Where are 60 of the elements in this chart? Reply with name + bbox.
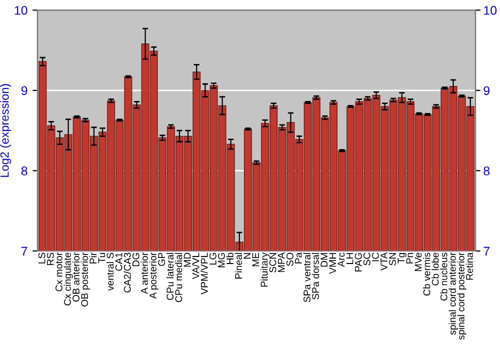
x-tick-label: Pineal [234,252,242,279]
x-tick-label: Tg [398,252,406,264]
x-tick-label: VA/VL [192,252,200,280]
x-tick-label: DG [132,253,140,266]
x-tick-label: Pa [295,252,302,264]
x-tick-label: Cx cingulate [64,252,73,306]
x-tick-label: Arc [338,252,345,267]
x-tick-label: MG [218,253,225,268]
y-tick-label: 8 [21,166,28,176]
x-tick-label: PAG [354,253,362,272]
y-tick-label: 10 [14,6,28,15]
x-tick-label: RS [46,252,54,266]
x-tick-label: Cx motor [55,252,62,292]
x-tick-label: LS [38,252,46,264]
x-tick-label: spinal cord posterior [457,252,466,340]
x-tick-label: IC [372,252,379,262]
x-tick-label: ME [252,252,260,266]
y2-tick-label: 8 [484,166,490,176]
x-tick-label: MPA [278,252,285,272]
x-tick-label: ventral S [106,252,114,291]
y2-tick-label: 9 [484,86,490,96]
x-tick-label: SO [286,252,294,266]
x-tick-label: Cb nucleus [440,252,448,300]
y-axis-title: Log2 (expression) [0,84,12,177]
x-tick-label: VMH [329,253,336,274]
y-tick-label: 7 [21,246,28,256]
x-tick-label: SPa ventral [303,252,310,302]
x-tick-label: LH [346,253,354,264]
x-tick-label: Pituitary [260,252,270,287]
x-tick-label: MVe [414,252,422,271]
x-tick-label: A anterior [140,252,148,294]
x-tick-label: MD [184,252,191,267]
y2-tick-label: 10 [484,6,497,15]
x-tick-label: SPa dorsal [312,252,319,300]
x-tick-label: Pn [406,252,413,264]
x-tick-label: CPu lateral [166,252,174,300]
x-tick-label: OB anterior [72,252,80,302]
x-tick-label: GP [158,252,166,266]
x-tick-label: LG [209,253,216,265]
x-tick-label: CA2/CA3 [124,252,131,292]
x-tick-label: Cb lobe [432,252,439,286]
x-tick-label: Hb [226,252,234,264]
x-tick-label: SN [389,253,396,266]
x-tick-label: VTA [380,252,388,270]
y-tick-label: 9 [21,86,28,96]
x-tick-label: CA1 [115,252,122,271]
x-tick-label: OB posterior [80,252,90,306]
x-tick-label: Retina [466,252,473,280]
x-tick-label: VPM/VPL [200,252,208,294]
x-tick-label: SC [363,252,370,266]
x-tick-label: SCN [269,253,276,272]
x-tick-label: Pir [89,252,96,264]
y2-tick-label: 7 [484,246,490,256]
x-tick-label: DM [320,253,328,267]
x-tick-label: N [244,253,250,259]
x-tick-label: Tu [98,252,106,264]
x-tick-label: A posterior [149,252,158,299]
x-tick-label: Cb vermis [423,252,430,296]
x-tick-label: CPu medial [174,252,182,302]
x-tick-label: spinal cord anterior [448,252,458,335]
